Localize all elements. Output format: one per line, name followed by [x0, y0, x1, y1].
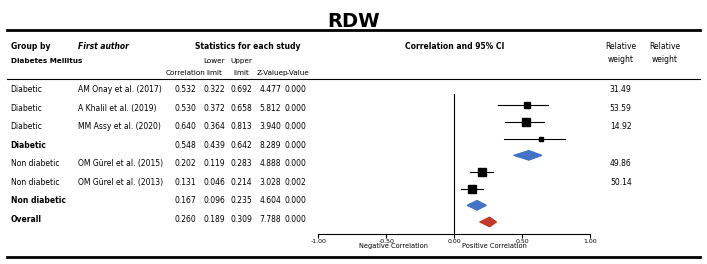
- Text: 0.000: 0.000: [285, 196, 306, 205]
- Text: 0.000: 0.000: [285, 122, 306, 131]
- Text: 0.002: 0.002: [285, 178, 306, 187]
- Text: Relative: Relative: [605, 42, 636, 51]
- Text: 0.640: 0.640: [175, 122, 196, 131]
- Text: Lower: Lower: [204, 58, 225, 64]
- Text: 0.642: 0.642: [231, 141, 252, 150]
- Text: 53.59: 53.59: [610, 104, 631, 113]
- Text: Diabetes Mellitus: Diabetes Mellitus: [11, 58, 82, 64]
- Text: 49.86: 49.86: [610, 159, 631, 168]
- Text: 0.000: 0.000: [285, 141, 306, 150]
- Text: 0.235: 0.235: [231, 196, 252, 205]
- Text: 7.788: 7.788: [259, 215, 281, 224]
- Text: limit: limit: [206, 70, 222, 76]
- Text: First author: First author: [78, 42, 129, 51]
- Text: OM Gürel et al. (2015): OM Gürel et al. (2015): [78, 159, 163, 168]
- Text: 0.131: 0.131: [175, 178, 196, 187]
- Text: Diabetic: Diabetic: [11, 104, 42, 113]
- Text: weight: weight: [652, 55, 677, 64]
- Text: 0.260: 0.260: [175, 215, 196, 224]
- Polygon shape: [467, 201, 486, 210]
- Text: 14.92: 14.92: [610, 122, 631, 131]
- Text: 0.202: 0.202: [175, 159, 196, 168]
- Text: 0.372: 0.372: [204, 104, 225, 113]
- Text: Diabetic: Diabetic: [11, 122, 42, 131]
- Text: 4.888: 4.888: [259, 159, 281, 168]
- Text: Positive Correlation: Positive Correlation: [462, 243, 527, 249]
- Polygon shape: [514, 151, 542, 160]
- Text: Statistics for each study: Statistics for each study: [194, 42, 300, 51]
- Text: Correlation and 95% CI: Correlation and 95% CI: [404, 42, 504, 51]
- Text: 31.49: 31.49: [610, 85, 631, 94]
- Text: A Khalil et al. (2019): A Khalil et al. (2019): [78, 104, 156, 113]
- Text: 0.046: 0.046: [204, 178, 225, 187]
- Text: p-Value: p-Value: [282, 70, 309, 76]
- Text: Non diabetic: Non diabetic: [11, 196, 66, 205]
- Text: 0.530: 0.530: [175, 104, 196, 113]
- Text: 0.364: 0.364: [204, 122, 225, 131]
- Text: Diabetic: Diabetic: [11, 141, 47, 150]
- Text: Z-Value: Z-Value: [257, 70, 284, 76]
- Text: OM Gürel et al. (2013): OM Gürel et al. (2013): [78, 178, 163, 187]
- Text: limit: limit: [234, 70, 250, 76]
- Text: 0.309: 0.309: [231, 215, 252, 224]
- Text: Group by: Group by: [11, 42, 50, 51]
- Text: Non diabetic: Non diabetic: [11, 178, 59, 187]
- Text: Overall: Overall: [11, 215, 42, 224]
- Text: 0.214: 0.214: [231, 178, 252, 187]
- Text: Upper: Upper: [230, 58, 253, 64]
- Text: weight: weight: [608, 55, 633, 64]
- Text: 0.548: 0.548: [175, 141, 196, 150]
- Text: 0.096: 0.096: [204, 196, 225, 205]
- Text: 0.189: 0.189: [204, 215, 225, 224]
- Text: RDW: RDW: [327, 12, 380, 31]
- Text: 4.604: 4.604: [259, 196, 281, 205]
- Polygon shape: [480, 217, 496, 227]
- Text: AM Onay et al. (2017): AM Onay et al. (2017): [78, 85, 161, 94]
- Text: 0.322: 0.322: [204, 85, 225, 94]
- Text: Negative Correlation: Negative Correlation: [358, 243, 428, 249]
- Text: 3.940: 3.940: [259, 122, 281, 131]
- Text: 0.000: 0.000: [285, 215, 306, 224]
- Text: Diabetic: Diabetic: [11, 85, 42, 94]
- Text: 0.000: 0.000: [285, 85, 306, 94]
- Text: 0.000: 0.000: [285, 159, 306, 168]
- Text: 0.692: 0.692: [231, 85, 252, 94]
- Text: Non diabetic: Non diabetic: [11, 159, 59, 168]
- Text: 4.477: 4.477: [259, 85, 281, 94]
- Text: 0.439: 0.439: [204, 141, 225, 150]
- Text: MM Assy et al. (2020): MM Assy et al. (2020): [78, 122, 160, 131]
- Text: Relative: Relative: [649, 42, 680, 51]
- Text: 50.14: 50.14: [610, 178, 631, 187]
- Text: 8.289: 8.289: [259, 141, 281, 150]
- Text: 3.028: 3.028: [259, 178, 281, 187]
- Text: 0.658: 0.658: [231, 104, 252, 113]
- Text: Correlation: Correlation: [165, 70, 205, 76]
- Text: 0.813: 0.813: [231, 122, 252, 131]
- Text: 0.532: 0.532: [175, 85, 196, 94]
- Text: 5.812: 5.812: [259, 104, 281, 113]
- Text: 0.000: 0.000: [285, 104, 306, 113]
- Text: 0.283: 0.283: [231, 159, 252, 168]
- Text: 0.167: 0.167: [175, 196, 196, 205]
- Text: 0.119: 0.119: [204, 159, 225, 168]
